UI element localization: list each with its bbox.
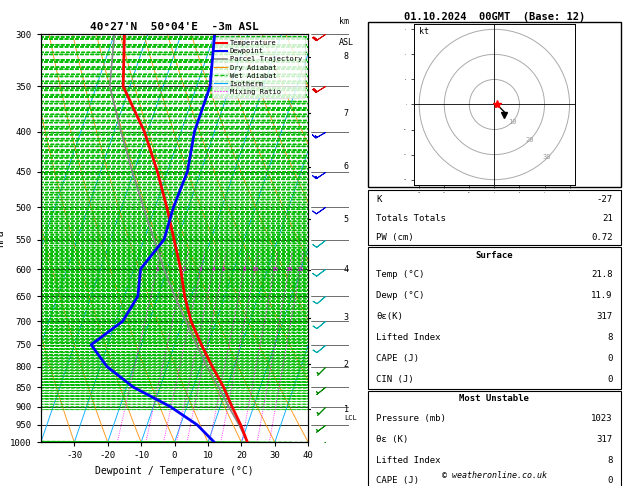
Text: θε(K): θε(K) (376, 312, 403, 321)
Text: Pressure (mb): Pressure (mb) (376, 414, 446, 423)
Text: 0: 0 (608, 354, 613, 363)
Text: 25: 25 (297, 266, 304, 272)
Text: 20: 20 (525, 137, 534, 142)
Text: 8: 8 (243, 266, 246, 272)
Bar (368, 190, 621, 245)
Text: Lifted Index: Lifted Index (376, 333, 440, 342)
Legend: Temperature, Dewpoint, Parcel Trajectory, Dry Adiabat, Wet Adiabat, Isotherm, Mi: Temperature, Dewpoint, Parcel Trajectory… (211, 37, 304, 98)
Text: K: K (376, 195, 381, 204)
Text: 4: 4 (344, 265, 349, 274)
Text: 317: 317 (597, 312, 613, 321)
Text: 20: 20 (286, 266, 292, 272)
Text: 2: 2 (182, 266, 186, 272)
Text: 2: 2 (344, 360, 349, 369)
X-axis label: Dewpoint / Temperature (°C): Dewpoint / Temperature (°C) (95, 466, 254, 476)
Text: 11.9: 11.9 (591, 291, 613, 300)
Text: kt: kt (419, 27, 429, 36)
Text: 3: 3 (344, 313, 349, 322)
Text: 21.8: 21.8 (591, 270, 613, 279)
Text: 8: 8 (344, 52, 349, 61)
Text: km: km (338, 17, 348, 26)
Bar (368, 391, 621, 486)
Text: 0: 0 (608, 375, 613, 384)
Text: CAPE (J): CAPE (J) (376, 476, 419, 486)
Y-axis label: km
ASL: km ASL (326, 219, 342, 238)
Text: 10: 10 (251, 266, 259, 272)
Y-axis label: hPa: hPa (0, 229, 5, 247)
Text: 8: 8 (608, 455, 613, 465)
Text: 1: 1 (155, 266, 159, 272)
Text: 4: 4 (211, 266, 215, 272)
Text: 6: 6 (344, 162, 349, 172)
Text: -27: -27 (597, 195, 613, 204)
Text: 3: 3 (199, 266, 203, 272)
Bar (368, 247, 621, 389)
Text: 01.10.2024  00GMT  (Base: 12): 01.10.2024 00GMT (Base: 12) (404, 12, 585, 22)
Text: Totals Totals: Totals Totals (376, 214, 446, 223)
Text: 1: 1 (344, 405, 349, 414)
Text: 10: 10 (508, 119, 516, 125)
Text: LCL: LCL (313, 405, 328, 414)
Text: 15: 15 (271, 266, 279, 272)
Text: Surface: Surface (476, 251, 513, 260)
Text: Temp (°C): Temp (°C) (376, 270, 425, 279)
Title: 40°27'N  50°04'E  -3m ASL: 40°27'N 50°04'E -3m ASL (90, 22, 259, 32)
Text: CAPE (J): CAPE (J) (376, 354, 419, 363)
Text: θε (K): θε (K) (376, 434, 408, 444)
Text: 5: 5 (344, 215, 349, 224)
Text: ASL: ASL (338, 38, 353, 47)
Text: 8: 8 (608, 333, 613, 342)
Text: Lifted Index: Lifted Index (376, 455, 440, 465)
Text: 30: 30 (543, 154, 551, 160)
Text: Dewp (°C): Dewp (°C) (376, 291, 425, 300)
Text: 0: 0 (608, 476, 613, 486)
Text: LCL: LCL (344, 415, 357, 421)
Text: 21: 21 (602, 214, 613, 223)
Text: CIN (J): CIN (J) (376, 375, 413, 384)
Text: 7: 7 (344, 109, 349, 118)
Text: © weatheronline.co.uk: © weatheronline.co.uk (442, 470, 547, 480)
Text: 317: 317 (597, 434, 613, 444)
Bar (368, 22, 621, 187)
Text: Most Unstable: Most Unstable (459, 394, 530, 403)
Text: 5: 5 (221, 266, 225, 272)
Text: PW (cm): PW (cm) (376, 232, 413, 242)
Text: 0.72: 0.72 (591, 232, 613, 242)
Text: 1023: 1023 (591, 414, 613, 423)
